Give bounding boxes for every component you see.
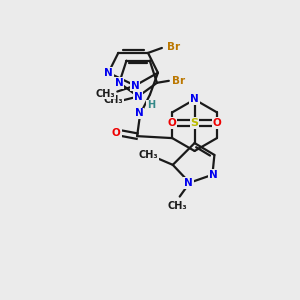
Text: N: N — [135, 108, 143, 118]
Text: CH₃: CH₃ — [96, 88, 115, 98]
Text: O: O — [167, 118, 176, 128]
Text: CH₃: CH₃ — [168, 202, 188, 212]
Text: N: N — [131, 81, 140, 91]
Text: Br: Br — [167, 42, 180, 52]
Text: O: O — [213, 118, 222, 128]
Text: N: N — [115, 78, 124, 88]
Text: N: N — [190, 94, 199, 104]
Text: CH₃: CH₃ — [103, 95, 123, 106]
Text: N: N — [134, 92, 142, 101]
Text: Br: Br — [172, 76, 185, 86]
Text: CH₃: CH₃ — [138, 150, 158, 160]
Text: N: N — [209, 170, 218, 180]
Text: O: O — [112, 128, 121, 138]
Text: N: N — [104, 68, 113, 78]
Text: H: H — [147, 100, 155, 110]
Text: S: S — [190, 118, 199, 128]
Text: N: N — [184, 178, 193, 188]
